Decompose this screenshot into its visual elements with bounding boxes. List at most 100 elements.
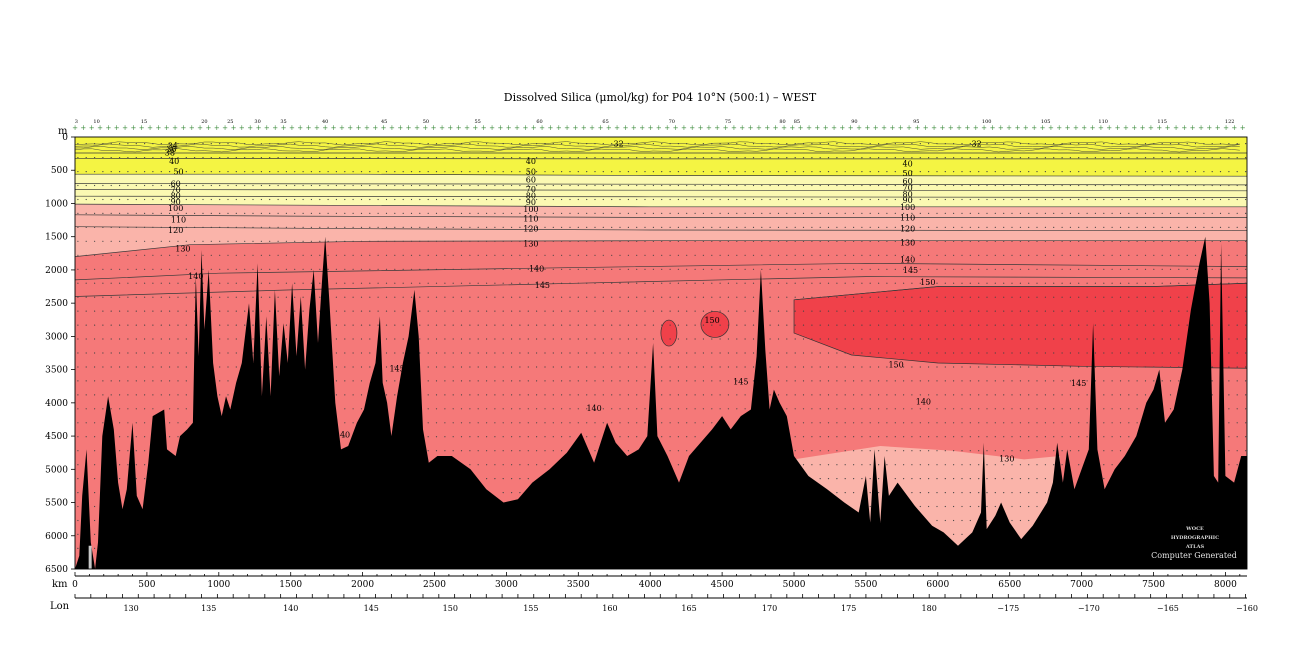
sample-dot bbox=[1169, 324, 1172, 326]
sample-dot bbox=[1086, 184, 1088, 187]
sample-dot bbox=[802, 366, 805, 368]
sample-dot bbox=[844, 226, 846, 228]
station-marker: + bbox=[506, 124, 512, 132]
sample-dot bbox=[786, 324, 788, 326]
sample-dot bbox=[961, 338, 963, 340]
sample-dot bbox=[586, 157, 588, 159]
station-marker: + bbox=[314, 124, 320, 132]
sample-dot bbox=[561, 422, 563, 424]
sample-dot bbox=[1028, 380, 1030, 382]
sample-dot bbox=[1078, 296, 1080, 298]
contour-label: 80 bbox=[171, 192, 181, 201]
sample-dot bbox=[978, 380, 980, 382]
sample-dot bbox=[1119, 184, 1122, 187]
sample-dot bbox=[344, 184, 346, 187]
sample-dot bbox=[1178, 380, 1180, 382]
sample-dot bbox=[869, 226, 871, 228]
sample-dot bbox=[1245, 450, 1247, 452]
sample-dot bbox=[1003, 450, 1005, 452]
sample-dot bbox=[94, 268, 96, 270]
sample-dot bbox=[494, 324, 496, 326]
sample-dot bbox=[119, 324, 121, 326]
sample-dot bbox=[135, 268, 137, 270]
sample-dot bbox=[602, 240, 604, 242]
sample-dot bbox=[694, 198, 696, 201]
sample-dot bbox=[160, 310, 162, 312]
sample-dot bbox=[1245, 184, 1247, 187]
sample-dot bbox=[444, 380, 446, 382]
station-marker: + bbox=[114, 124, 120, 132]
sample-dot bbox=[185, 422, 187, 424]
sample-dot bbox=[1044, 184, 1046, 187]
sample-dot bbox=[1094, 254, 1096, 256]
sample-dot bbox=[1036, 226, 1038, 228]
sample-dot bbox=[802, 184, 805, 187]
sample-dot bbox=[235, 310, 237, 312]
sample-dot bbox=[736, 352, 738, 354]
sample-dot bbox=[1128, 171, 1130, 173]
sample-dot bbox=[152, 143, 154, 145]
sample-dot bbox=[903, 198, 905, 201]
station-number: 70 bbox=[669, 119, 675, 125]
sample-dot bbox=[978, 505, 980, 508]
sample-dot bbox=[469, 226, 471, 228]
sample-dot bbox=[894, 171, 896, 173]
sample-dot bbox=[569, 282, 571, 284]
sample-dot bbox=[1144, 143, 1147, 145]
sample-dot bbox=[1011, 268, 1013, 270]
sample-dot bbox=[727, 198, 730, 201]
sample-dot bbox=[769, 268, 771, 270]
sample-dot bbox=[586, 282, 588, 284]
sample-dot bbox=[1211, 254, 1213, 256]
sample-dot bbox=[969, 184, 971, 187]
sample-dot bbox=[928, 450, 930, 452]
sample-dot bbox=[752, 254, 755, 256]
sample-dot bbox=[536, 226, 538, 228]
sample-dot bbox=[94, 380, 96, 382]
sample-dot bbox=[1236, 380, 1238, 382]
sample-dot bbox=[994, 450, 996, 452]
sample-dot bbox=[536, 338, 538, 340]
sample-dot bbox=[1186, 310, 1188, 312]
sample-dot bbox=[761, 157, 763, 159]
sample-dot bbox=[944, 282, 946, 284]
sample-dot bbox=[369, 157, 371, 159]
sample-dot bbox=[944, 143, 946, 145]
sample-dot bbox=[144, 240, 146, 242]
sample-dot bbox=[811, 380, 813, 382]
sample-dot bbox=[1194, 268, 1197, 270]
sample-dot bbox=[969, 450, 971, 452]
sample-dot bbox=[702, 282, 705, 284]
sample-dot bbox=[1003, 338, 1005, 340]
sample-dot bbox=[519, 394, 521, 396]
sample-dot bbox=[827, 394, 830, 396]
sample-dot bbox=[135, 143, 137, 145]
sample-dot bbox=[1086, 240, 1088, 242]
sample-dot bbox=[527, 338, 529, 340]
sample-dot bbox=[219, 324, 221, 326]
sample-dot bbox=[644, 268, 646, 270]
sample-dot bbox=[1111, 282, 1113, 284]
sample-dot bbox=[736, 212, 738, 214]
station-marker: + bbox=[164, 124, 170, 132]
station-marker: + bbox=[1165, 124, 1171, 132]
sample-dot bbox=[727, 380, 730, 382]
sample-dot bbox=[527, 184, 529, 187]
sample-dot bbox=[1169, 254, 1172, 256]
sample-dot bbox=[302, 198, 304, 201]
sample-dot bbox=[969, 366, 971, 368]
sample-dot bbox=[77, 533, 79, 536]
sample-dot bbox=[661, 143, 663, 145]
sample-dot bbox=[469, 380, 471, 382]
sample-dot bbox=[636, 408, 638, 410]
sample-dot bbox=[1161, 157, 1163, 159]
sample-dot bbox=[135, 254, 137, 256]
sample-dot bbox=[886, 296, 888, 298]
sample-dot bbox=[260, 254, 262, 256]
distance-axis: 0 500 1000 1500 2000 2500 3000 3500 4000 4500 5000… bbox=[72, 572, 1247, 590]
sample-dot bbox=[636, 436, 638, 438]
sample-dot bbox=[811, 422, 813, 424]
sample-dot bbox=[752, 198, 755, 201]
contour-label: 70 bbox=[171, 186, 181, 195]
sample-dot bbox=[1219, 171, 1222, 173]
